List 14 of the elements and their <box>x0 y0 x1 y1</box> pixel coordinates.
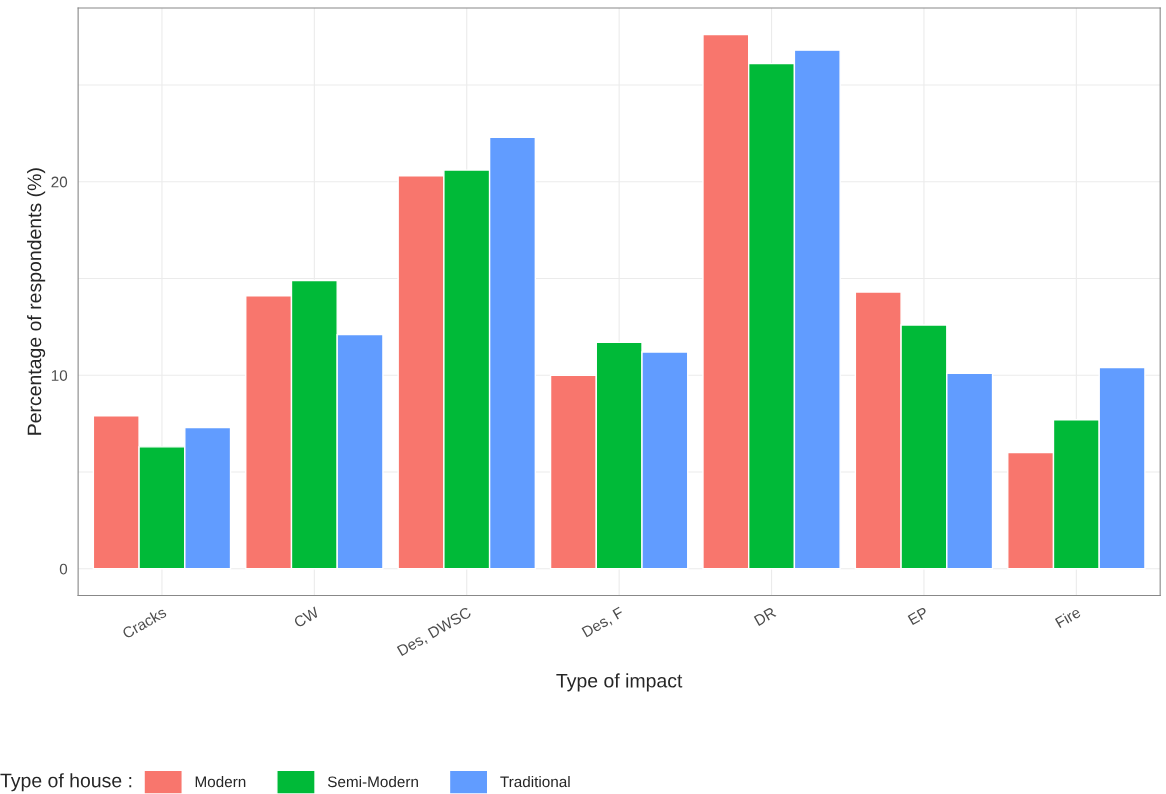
y-axis-title: Percentage of respondents (%) <box>27 168 46 435</box>
x-tick-label: Des, F <box>581 606 626 640</box>
legend-label: Modern <box>195 775 246 788</box>
x-tick-label: EP <box>907 606 929 626</box>
x-tick-label: Fire <box>1054 606 1082 629</box>
legend-title: Type of house : <box>0 773 132 792</box>
y-tick-label: 10 <box>51 370 68 381</box>
y-tick-label: 0 <box>59 563 68 575</box>
legend-label: Semi-Modern <box>327 775 418 788</box>
x-tick-label: DR <box>753 606 777 626</box>
legend-label: Traditional <box>500 775 570 788</box>
y-tick-label: 20 <box>51 176 68 188</box>
x-tick-label: CW <box>293 606 320 628</box>
x-axis-title: Type of impact <box>556 673 683 692</box>
